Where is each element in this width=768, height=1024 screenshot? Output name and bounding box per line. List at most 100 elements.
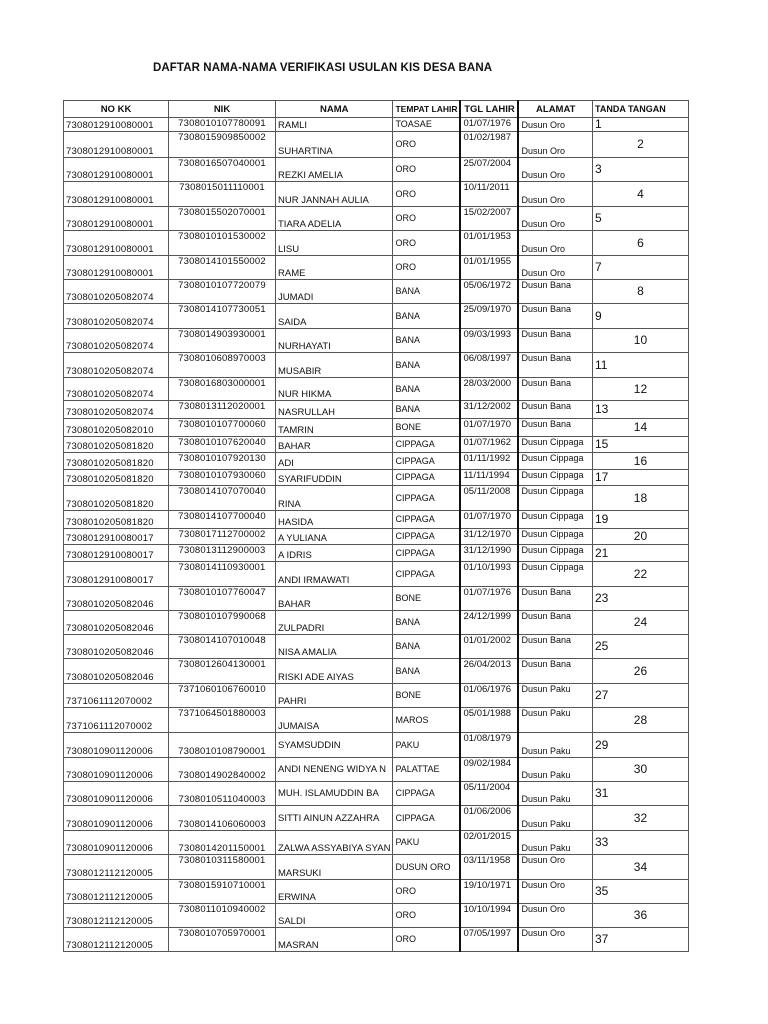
no-kk-cell: 7308012112120005	[63, 903, 169, 928]
nama-cell: SUHARTINA	[274, 131, 394, 158]
nik-cell: 7308014107010048	[168, 634, 276, 659]
tempat-lahir-cell: BANA	[392, 400, 461, 419]
no-kk-cell: 7371061112070002	[63, 683, 169, 708]
nik-cell: 7308010107920130	[168, 452, 276, 470]
alamat-cell: Dusun Bana	[517, 634, 593, 659]
table-row: 7308010205082074 7308014107730051 SAIDA BAN…	[63, 303, 689, 329]
no-kk-cell: 7371061112070002	[63, 707, 169, 733]
alamat-cell: Dusun Paku	[517, 830, 593, 855]
tgl-lahir-cell: 01/01/1955	[459, 255, 520, 280]
nama-cell: SITTI AINUN AZZAHRA	[274, 805, 394, 831]
tanda-tangan-cell: 24	[591, 610, 689, 635]
tempat-lahir-cell: BANA	[392, 658, 461, 684]
table-row: 7308012910080001 7308015909850002 SUHARTIN…	[63, 131, 689, 158]
tgl-lahir-cell: 31/12/1970	[459, 528, 520, 545]
nik-cell: 7308010107700060	[168, 418, 276, 437]
nik-cell: 7308010705970001	[168, 927, 276, 952]
tempat-lahir-cell: BANA	[392, 377, 461, 401]
tgl-lahir-cell: 01/07/1962	[459, 436, 520, 453]
tempat-lahir-cell: PAKU	[392, 732, 461, 758]
nama-cell: TIARA ADELIA	[274, 206, 394, 231]
nama-cell: HASIDA	[274, 510, 394, 529]
tgl-lahir-cell: 01/07/1970	[459, 418, 520, 437]
tanda-tangan-cell: 14	[591, 418, 689, 437]
nama-cell: BAHAR	[274, 586, 394, 611]
table-row: 7308010205082046 7308012604130001 RISKI AD…	[63, 658, 689, 684]
tanda-tangan-cell: 30	[591, 757, 689, 782]
nama-cell: ANDI NENENG WIDYA N	[274, 757, 394, 782]
alamat-cell: Dusun Paku	[517, 757, 593, 782]
tempat-lahir-cell: ORO	[392, 131, 461, 158]
tgl-lahir-cell: 01/02/1987	[459, 131, 520, 158]
no-kk-cell: 7308012910080017	[63, 528, 169, 545]
tanda-tangan-cell: 23	[591, 586, 689, 611]
tgl-lahir-cell: 19/10/1971	[459, 879, 520, 904]
tanda-tangan-cell: 13	[591, 400, 689, 419]
table-row: 7308010205082074 7308014903930001 NURHAYAT…	[63, 328, 689, 353]
no-kk-cell: 7308010205082010	[63, 418, 169, 437]
tanda-tangan-cell: 31	[591, 781, 689, 806]
no-kk-cell: 7308010205081820	[63, 485, 169, 511]
nik-cell: 7308014903930001	[168, 328, 276, 353]
alamat-cell: Dusun Bana	[517, 658, 593, 684]
header-nama: NAMA	[274, 100, 394, 118]
tanda-tangan-cell: 25	[591, 634, 689, 659]
nama-cell: REZKI AMELIA	[274, 157, 394, 182]
table-row: 7308012112120005 7308010705970001 MASRAN OR…	[63, 927, 689, 952]
table-row: 7308012910080001 7308010101530002 LISU ORO 0…	[63, 230, 689, 256]
nik-cell: 7308015011110001	[168, 181, 276, 207]
no-kk-cell: 7308010205082074	[63, 303, 169, 329]
table-row: 7308010901120006 7308014106060003 SITTI AI…	[63, 805, 689, 831]
nik-cell: 7308011010940002	[168, 903, 276, 928]
table-row: 7308010205082074 7308010608970003 MUSABIR B…	[63, 352, 689, 378]
tgl-lahir-cell: 10/11/2011	[459, 181, 520, 207]
nama-cell: MARSUKI	[274, 854, 394, 880]
alamat-cell: Dusun Cippaga	[517, 485, 593, 511]
tanda-tangan-cell: 4	[591, 181, 689, 207]
nik-cell: 7308010107930060	[168, 469, 276, 486]
nik-cell: 7308010107990068	[168, 610, 276, 635]
nik-cell: 7308010107780091	[168, 117, 276, 132]
alamat-cell: Dusun Bana	[517, 328, 593, 353]
nama-cell: RISKI ADE AIYAS	[274, 658, 394, 684]
no-kk-cell: 7308012910080001	[63, 230, 169, 256]
tanda-tangan-cell: 21	[591, 544, 689, 562]
nama-cell: NURHAYATI	[274, 328, 394, 353]
alamat-cell: Dusun Paku	[517, 781, 593, 806]
nama-cell: RAMLI	[274, 117, 394, 132]
no-kk-cell: 7308010205082074	[63, 400, 169, 419]
nama-cell: A YULIANA	[274, 528, 394, 545]
no-kk-cell: 7308010205081820	[63, 436, 169, 453]
tgl-lahir-cell: 15/02/2007	[459, 206, 520, 231]
alamat-cell: Dusun Bana	[517, 586, 593, 611]
table-row: 7308012910080001 7308014101550002 RAME ORO 0…	[63, 255, 689, 280]
header-tanda-tangan: TANDA TANGAN	[591, 100, 689, 118]
header-no-kk: NO KK	[63, 100, 169, 118]
no-kk-cell: 7308010205082046	[63, 610, 169, 635]
tanda-tangan-cell: 8	[591, 279, 689, 304]
tanda-tangan-cell: 34	[591, 854, 689, 880]
tgl-lahir-cell: 03/11/1958	[459, 854, 520, 880]
tgl-lahir-cell: 01/11/1992	[459, 452, 520, 470]
tgl-lahir-cell: 01/01/2002	[459, 634, 520, 659]
no-kk-cell: 7308010205082074	[63, 377, 169, 401]
tanda-tangan-cell: 15	[591, 436, 689, 453]
tempat-lahir-cell: CIPPAGA	[392, 561, 461, 587]
tempat-lahir-cell: BANA	[392, 303, 461, 329]
alamat-cell: Dusun Oro	[517, 131, 593, 158]
nik-cell: 7308010108790001	[168, 732, 276, 758]
tgl-lahir-cell: 24/12/1999	[459, 610, 520, 635]
table-row: 7308010205082046 7308010107990068 ZULPADRI…	[63, 610, 689, 635]
tanda-tangan-cell: 29	[591, 732, 689, 758]
header-alamat: ALAMAT	[517, 100, 593, 118]
alamat-cell: Dusun Oro	[517, 230, 593, 256]
tempat-lahir-cell: TOASAE	[392, 117, 461, 132]
tgl-lahir-cell: 31/12/2002	[459, 400, 520, 419]
alamat-cell: Dusun Paku	[517, 707, 593, 733]
table-row: 7308010205081820 7308010107920130 ADI CIPPA…	[63, 452, 689, 470]
tempat-lahir-cell: BANA	[392, 610, 461, 635]
table-row: 7308010901120006 7308010511040003 MUH. ISL…	[63, 781, 689, 806]
tanda-tangan-cell: 33	[591, 830, 689, 855]
tanda-tangan-cell: 12	[591, 377, 689, 401]
nama-cell: JUMADI	[274, 279, 394, 304]
